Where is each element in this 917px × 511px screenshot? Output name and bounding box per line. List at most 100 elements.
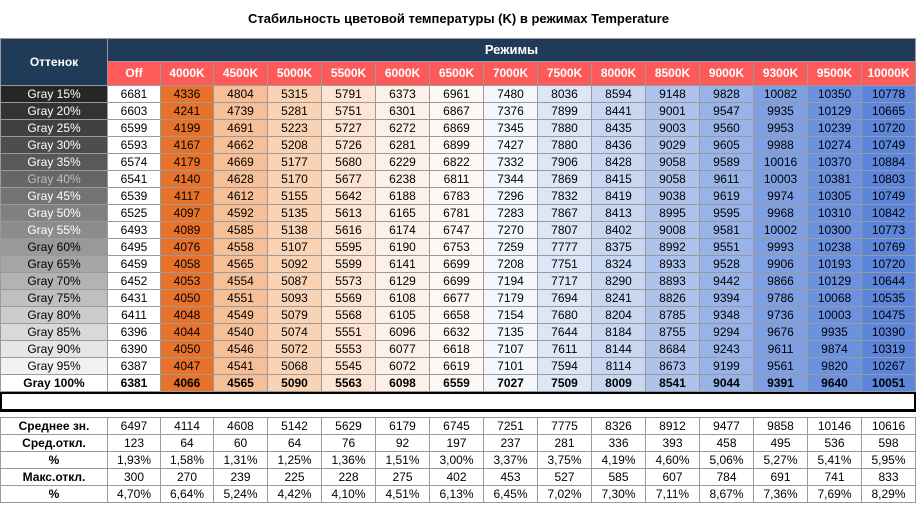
table-cell: 9828 [699, 85, 754, 103]
mode-header: 8500K [645, 61, 700, 86]
table-cell: 4669 [213, 153, 268, 171]
table-cell: 7867 [537, 204, 592, 222]
table-cell: 4628 [213, 170, 268, 188]
table-cell: 9786 [753, 289, 808, 307]
stats-label: % [0, 451, 108, 469]
table-cell: 6459 [107, 255, 161, 273]
table-cell: 4592 [213, 204, 268, 222]
table-cell: 4050 [160, 340, 214, 358]
row-label: Gray 75% [0, 289, 108, 307]
table-cell: 5068 [267, 357, 322, 375]
table-row: Gray 95% 6387 4047 4541 5068 5545 6072 6619 7101… [0, 357, 916, 375]
table-cell: 10238 [807, 238, 862, 256]
table-cell: 8594 [591, 85, 646, 103]
table-cell: 10016 [753, 153, 808, 171]
table-cell: 4058 [160, 255, 214, 273]
table-cell: 10239 [807, 119, 862, 137]
stats-cell: 225 [267, 468, 322, 486]
mode-header: 9300K [753, 61, 808, 86]
table-cell: 5208 [267, 136, 322, 154]
table-cell: 6822 [429, 153, 484, 171]
table-cell: 10267 [861, 357, 916, 375]
stats-cell: 453 [483, 468, 538, 486]
table-row: Gray 100% 6381 4066 4565 5090 5563 6098 6559 702… [0, 374, 916, 392]
row-label: Gray 60% [0, 238, 108, 256]
stats-cell: 64 [267, 434, 322, 452]
table-cell: 6603 [107, 102, 161, 120]
stats-cell: 1,51% [375, 451, 430, 469]
table-cell: 7135 [483, 323, 538, 341]
table-cell: 10535 [861, 289, 916, 307]
table-cell: 7807 [537, 221, 592, 239]
stats-cell: 228 [321, 468, 376, 486]
stats-row: % 4,70% 6,64% 5,24% 4,42% 4,10% 4,51% 6,13% 6,45… [0, 485, 916, 503]
table-cell: 10773 [861, 221, 916, 239]
stats-cell: 536 [807, 434, 862, 452]
table-cell: 9968 [753, 204, 808, 222]
table-cell: 4540 [213, 323, 268, 341]
table-cell: 10305 [807, 187, 862, 205]
table-cell: 6098 [375, 374, 430, 392]
table-cell: 9058 [645, 170, 700, 188]
table-cell: 5595 [321, 238, 376, 256]
table-cell: 4336 [160, 85, 214, 103]
table-cell: 6188 [375, 187, 430, 205]
table-cell: 6381 [107, 374, 161, 392]
table-cell: 6681 [107, 85, 161, 103]
row-label: Gray 35% [0, 153, 108, 171]
table-cell: 5107 [267, 238, 322, 256]
table-cell: 10749 [861, 136, 916, 154]
table-cell: 8419 [591, 187, 646, 205]
stats-cell: 3,75% [537, 451, 592, 469]
table-cell: 6811 [429, 170, 484, 188]
table-cell: 7594 [537, 357, 592, 375]
stats-cell: 1,58% [160, 451, 214, 469]
table-cell: 7880 [537, 119, 592, 137]
stats-cell: 1,31% [213, 451, 268, 469]
mode-header: 7000K [483, 61, 538, 86]
table-cell: 8785 [645, 306, 700, 324]
stats-cell: 8,29% [861, 485, 916, 503]
table-cell: 6593 [107, 136, 161, 154]
stats-cell: 458 [699, 434, 754, 452]
table-cell: 10129 [807, 102, 862, 120]
table-cell: 9611 [699, 170, 754, 188]
stats-cell: 4,10% [321, 485, 376, 503]
table-cell: 9243 [699, 340, 754, 358]
table-cell: 5135 [267, 204, 322, 222]
stats-row: % 1,93% 1,58% 1,31% 1,25% 1,36% 1,51% 3,00% 3,37… [0, 451, 916, 469]
table-cell: 4097 [160, 204, 214, 222]
table-cell: 6301 [375, 102, 430, 120]
color-temperature-table: Оттенок Режимы Off 4000K 4500K 5000K 5500K 60… [0, 38, 916, 503]
table-cell: 6781 [429, 204, 484, 222]
table-cell: 6452 [107, 272, 161, 290]
table-cell: 7296 [483, 187, 538, 205]
stats-cell: 598 [861, 434, 916, 452]
row-header-label: Оттенок [0, 38, 108, 86]
table-cell: 9199 [699, 357, 754, 375]
table-cell: 7777 [537, 238, 592, 256]
stats-cell: 281 [537, 434, 592, 452]
table-cell: 10310 [807, 204, 862, 222]
stats-cell: 7,11% [645, 485, 700, 503]
table-row: Gray 70% 6452 4053 4554 5087 5573 6129 6699 7194… [0, 272, 916, 290]
stats-cell: 607 [645, 468, 700, 486]
table-row: Gray 15% 6681 4336 4804 5315 5791 6373 6961 7480… [0, 85, 916, 103]
stats-cell: 4608 [213, 417, 268, 435]
stats-row: Макс.откл. 300 270 239 225 228 275 402 453 527 585… [0, 468, 916, 486]
table-cell: 8290 [591, 272, 646, 290]
table-cell: 9866 [753, 272, 808, 290]
stats-cell: 7,02% [537, 485, 592, 503]
stats-label: % [0, 485, 108, 503]
table-row: Gray 80% 6411 4048 4549 5079 5568 6105 6658 7154… [0, 306, 916, 324]
table-cell: 6559 [429, 374, 484, 392]
stats-cell: 60 [213, 434, 268, 452]
table-cell: 7680 [537, 306, 592, 324]
table-cell: 5791 [321, 85, 376, 103]
table-cell: 5545 [321, 357, 376, 375]
stats-cell: 4,51% [375, 485, 430, 503]
table-cell: 6431 [107, 289, 161, 307]
table-cell: 6108 [375, 289, 430, 307]
table-cell: 9605 [699, 136, 754, 154]
table-cell: 5680 [321, 153, 376, 171]
